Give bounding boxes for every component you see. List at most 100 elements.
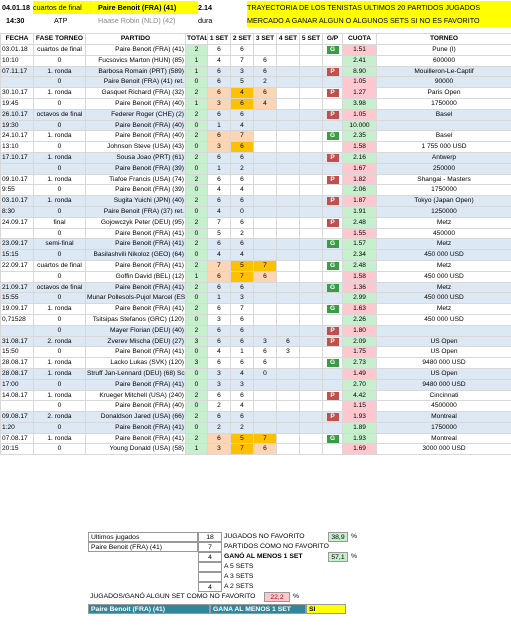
cell-fecha: 28.08.17 (0, 357, 34, 369)
cell-fecha: 07.08.17 (0, 432, 34, 445)
won-one-set-count: 4 (198, 552, 222, 562)
cell-s3 (253, 108, 277, 121)
cell-fecha: 28.08.17 (0, 367, 34, 380)
cell-fecha: 17:00 (0, 378, 34, 391)
cell-gp: P (322, 87, 343, 99)
won-non-fav-label: JUGADOS/GANÓ ALGUN SET COMO NO FAVORITO (90, 593, 256, 600)
cell-gp (322, 249, 343, 261)
match-opponent: Haase Robin (NLD) (42) (98, 16, 176, 25)
cell-gp: P (322, 324, 343, 337)
cell-s3: 0 (253, 367, 277, 380)
cell-s1: 6 (207, 65, 231, 78)
table-row: 17:00 0 Paire Benoit (FRA) (41) 0 3 3 2.70 9480… (0, 378, 511, 391)
cell-total: 1 (185, 54, 208, 67)
cell-s2: 2 (230, 162, 254, 175)
non-fav-matches-label: PARTIDOS COMO NO FAVORITO (224, 543, 329, 550)
cell-fecha: 09.08.17 (0, 411, 34, 423)
cell-cuota: 2.48 (342, 216, 377, 229)
cell-s1: 3 (207, 141, 231, 153)
cell-torneo: 450 000 USD (376, 270, 511, 283)
cell-partido: Tiafoe Francis (USA) (74) (85, 173, 186, 186)
cell-cuota: 1.27 (342, 87, 377, 99)
cell-gp (322, 141, 343, 153)
match-odds: 2.14 (198, 3, 212, 12)
cell-s2: 4 (230, 367, 254, 380)
cell-partido: Zverev Mischa (DEU) (27) (85, 335, 186, 348)
cell-total: 0 (185, 162, 208, 175)
cell-total: 1 (185, 65, 208, 78)
cell-s5 (299, 292, 323, 305)
cell-partido: Paire Benoit (FRA) (41) (85, 303, 186, 315)
cell-gp (322, 400, 343, 413)
played-label: Ultimos jugados (88, 532, 198, 542)
cell-torneo: US Open (376, 335, 511, 348)
cell-gp: P (322, 65, 343, 78)
cell-fase: octavos de final (33, 281, 86, 294)
table-row: 24.09.17 final Gojowczyk Peter (DEU) (95) 2… (0, 216, 511, 229)
won-one-set-pct: 57,1 (328, 552, 348, 562)
cell-cuota: 2.70 (342, 378, 377, 391)
cell-total: 2 (185, 259, 208, 272)
win-badge: G (326, 283, 339, 292)
cell-partido: Paire Benoit (FRA) (41) (85, 281, 186, 294)
cell-s5 (299, 119, 323, 132)
cell-s3: 2 (253, 76, 277, 89)
cell-fase: cuartos de final (33, 259, 86, 272)
cell-s5 (299, 367, 323, 380)
cell-torneo: Metz (376, 303, 511, 315)
cell-torneo: 450 000 USD (376, 313, 511, 326)
cell-fase: 0 (33, 184, 86, 197)
cell-partido: Krueger Mitchell (USA) (240) (85, 389, 186, 402)
cell-s3: 6 (253, 357, 277, 369)
table-row: 10:10 0 Fucsovics Marton (HUN) (85) 1 4 7 6 2.4… (0, 54, 511, 67)
cell-fase: 0 (33, 227, 86, 240)
table-row: 17.10.17 1. ronda Sousa Joao (PRT) (61) 2 6 6… (0, 151, 511, 164)
cell-s3 (253, 303, 277, 315)
cell-torneo: 450000 (376, 227, 511, 240)
cell-gp: P (322, 173, 343, 186)
cell-s4 (276, 195, 300, 207)
cell-s5 (299, 162, 323, 175)
cell-s3 (253, 184, 277, 197)
cell-gp (322, 443, 343, 456)
cell-s5 (299, 44, 323, 56)
cell-s4 (276, 162, 300, 175)
cell-fase: 1. ronda (33, 357, 86, 369)
cell-torneo: Mouilleron-Le-Captif (376, 65, 511, 78)
table-row: 28.08.17 1. ronda Struff Jan-Lennard (DEU)… (0, 367, 511, 380)
match-player: Paire Benoit (FRA) (41) (94, 1, 198, 14)
cell-s4 (276, 259, 300, 272)
cell-s1: 3 (207, 367, 231, 380)
cell-fase: 0 (33, 421, 86, 434)
cell-s2: 6 (230, 357, 254, 369)
table-row: 07.08.17 1. ronda Paire Benoit (FRA) (41) 2… (0, 432, 511, 445)
cell-total: 2 (185, 303, 208, 315)
cell-total: 2 (185, 130, 208, 143)
cell-s5 (299, 216, 323, 229)
won-one-set-label: GANÓ AL MENOS 1 SET (224, 553, 303, 560)
cell-total: 0 (185, 184, 208, 197)
column-header-3: TOTAL SET (185, 33, 208, 45)
cell-s4 (276, 292, 300, 305)
cell-fecha: 17.10.17 (0, 151, 34, 164)
cell-s2: 2 (230, 227, 254, 240)
cell-partido: Paire Benoit (FRA) (37) ret. (85, 205, 186, 218)
cell-total: 2 (185, 238, 208, 251)
cell-cuota: 1.69 (342, 443, 377, 456)
cell-cuota: 1.15 (342, 400, 377, 413)
cell-total: 0 (185, 249, 208, 261)
cell-cuota: 1.55 (342, 227, 377, 240)
cell-s3: 3 (253, 335, 277, 348)
cell-partido: Sousa Joao (PRT) (61) (85, 151, 186, 164)
table-row: 0 Paire Benoit (FRA) (41) ret. 0 6 5 2 1.05 900… (0, 76, 511, 89)
cell-s4: 3 (276, 346, 300, 359)
cell-s2: 7 (230, 130, 254, 143)
cell-s5 (299, 303, 323, 315)
cell-s1: 4 (207, 54, 231, 67)
cell-s4 (276, 357, 300, 369)
cell-total: 0 (185, 400, 208, 413)
cell-partido: Paire Benoit (FRA) (41) (85, 44, 186, 56)
cell-s4 (276, 303, 300, 315)
cell-cuota: 2.99 (342, 292, 377, 305)
